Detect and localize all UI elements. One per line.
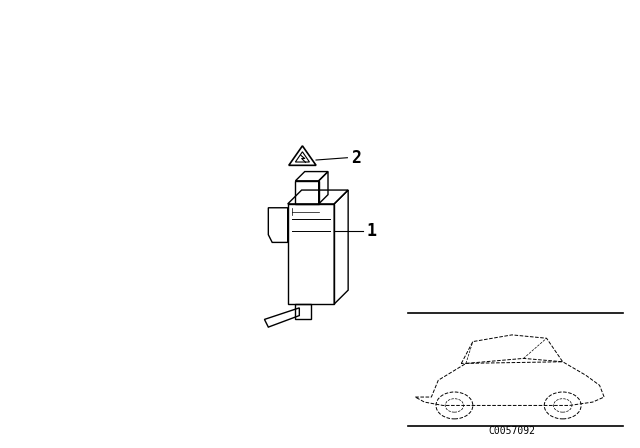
Text: 1: 1 (367, 222, 377, 240)
Text: 2: 2 (351, 149, 361, 167)
Text: C0057092: C0057092 (488, 426, 536, 435)
